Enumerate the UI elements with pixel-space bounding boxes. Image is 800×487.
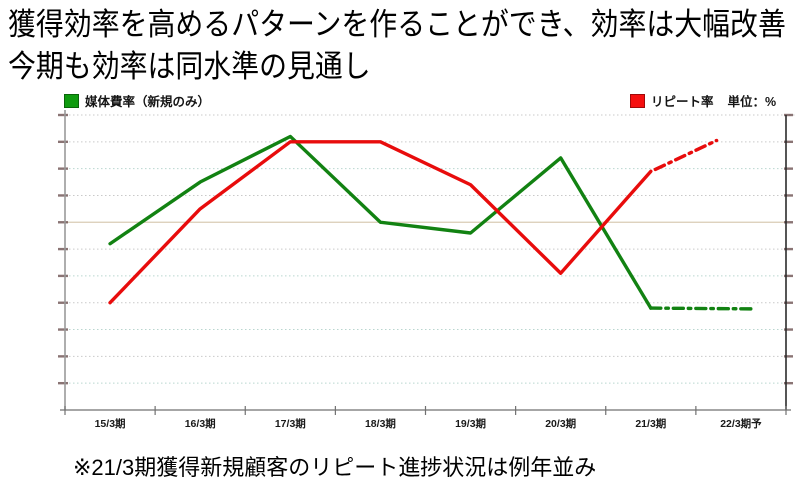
green-legend-swatch-icon: [64, 93, 79, 108]
footnote: ※21/3期獲得新規顧客のリピート進捗状況は例年並み: [73, 455, 597, 480]
x-axis-label: 16/3期: [185, 417, 216, 430]
red-legend-swatch-icon: [630, 93, 645, 108]
legend-repeat-rate-label: リピート率: [651, 95, 714, 109]
x-axis-label: 18/3期: [365, 417, 396, 430]
series-line-0: [108, 134, 653, 310]
legend-media-cost: 媒体費率（新規のみ）: [64, 91, 210, 110]
page-title-line2: 今期も効率は同水準の見通し: [8, 49, 371, 84]
series-forecast-line-0: [649, 306, 757, 311]
legend-repeat-rate: リピート率 単位：%: [630, 91, 776, 110]
x-axis-label: 21/3期: [635, 417, 666, 430]
page-title-line1: 獲得効率を高めるパターンを作ることができ、効率は大幅改善: [8, 7, 786, 42]
unit-label: 単位：%: [727, 95, 777, 109]
series-forecast-line-1: [653, 138, 719, 172]
legend-media-cost-label: 媒体費率（新規のみ）: [85, 95, 211, 109]
x-axis-label: 17/3期: [275, 417, 306, 430]
x-axis-label: 19/3期: [455, 417, 486, 430]
x-axis-label: 22/3期予: [720, 417, 762, 430]
x-axis-label: 20/3期: [545, 417, 576, 430]
series-line-1: [108, 140, 653, 305]
x-axis-label: 15/3期: [95, 417, 126, 430]
